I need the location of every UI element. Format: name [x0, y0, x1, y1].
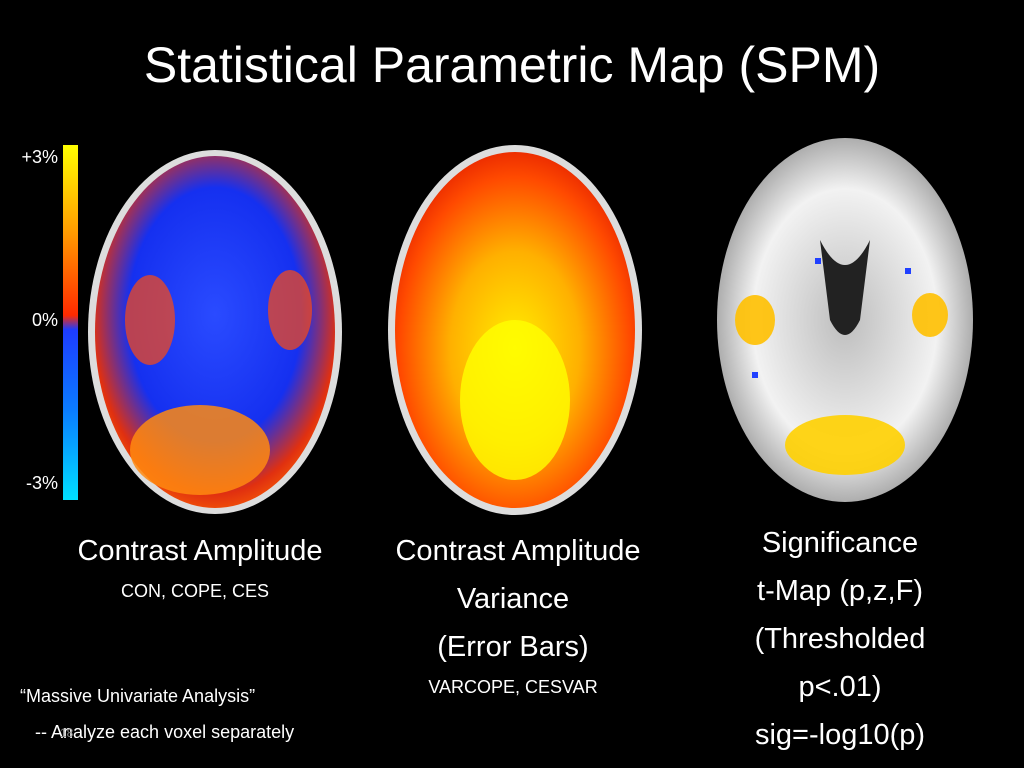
- brain-contrast: [88, 150, 342, 514]
- note-detail: -- Analyze each voxel separately: [35, 722, 295, 742]
- color-bar: [63, 145, 78, 500]
- caption: Variance: [456, 583, 570, 615]
- caption: Contrast Amplitude: [395, 535, 641, 567]
- caption: t-Map (p,z,F): [757, 575, 923, 607]
- caption: sig=-log10(p): [754, 719, 926, 751]
- caption: (Error Bars): [437, 631, 589, 663]
- title: Statistical Parametric Map (SPM): [143, 37, 881, 93]
- subcaption: CON, COPE, CES: [120, 581, 270, 601]
- colorbar-label: 0%: [31, 310, 58, 330]
- colorbar-label: +3%: [21, 147, 58, 167]
- caption: Significance: [761, 527, 919, 559]
- subcaption: VARCOPE, CESVAR: [428, 677, 598, 697]
- brain-variance: [388, 145, 642, 515]
- caption: p<.01): [798, 671, 882, 703]
- note-quote: “Massive Univariate Analysis”: [20, 686, 256, 706]
- colorbar-label: -3%: [25, 473, 58, 493]
- caption: Contrast Amplitude: [77, 535, 323, 567]
- page-number: 18: [60, 726, 74, 740]
- brain-tmap: [717, 138, 973, 502]
- caption: (Thresholded: [754, 623, 926, 655]
